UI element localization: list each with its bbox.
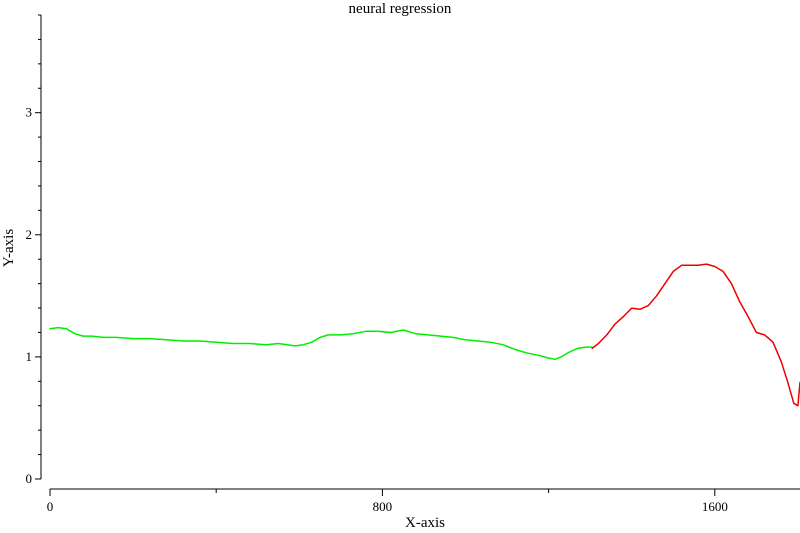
x-axis-title: X-axis xyxy=(405,515,445,531)
series-line-1 xyxy=(49,326,593,361)
x-tick-label: 800 xyxy=(373,499,393,514)
y-tick-label: 1 xyxy=(26,349,33,364)
y-tick-label: 2 xyxy=(26,227,33,242)
y-tick-label: 0 xyxy=(26,471,33,486)
x-tick-label: 1600 xyxy=(702,499,728,514)
series-line-2 xyxy=(591,263,800,407)
axes: 0 1 2 3 0 800 1600 xyxy=(26,14,800,514)
y-axis-title: Y-axis xyxy=(1,229,17,267)
y-tick-label: 3 xyxy=(26,105,33,120)
chart-title: neural regression xyxy=(349,1,452,17)
x-tick-label: 0 xyxy=(47,499,54,514)
data-series xyxy=(49,263,800,407)
